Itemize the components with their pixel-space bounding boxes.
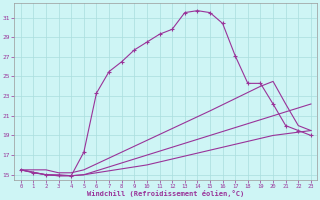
X-axis label: Windchill (Refroidissement éolien,°C): Windchill (Refroidissement éolien,°C) [87,190,244,197]
